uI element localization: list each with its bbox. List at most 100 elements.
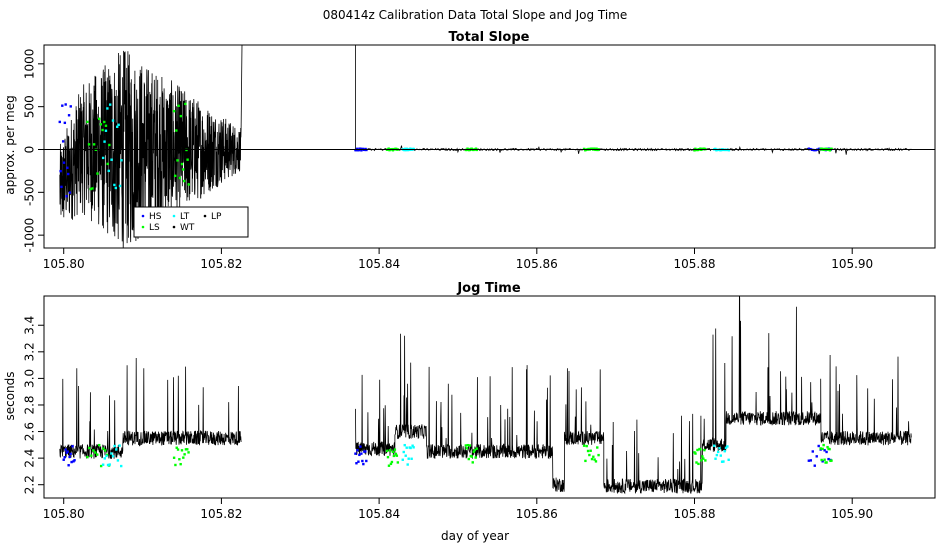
ls-point [466, 443, 470, 447]
lt-point [407, 457, 410, 460]
hs-point [64, 103, 67, 106]
hs-point [356, 449, 359, 452]
ls-point [176, 159, 179, 162]
lt-point [110, 452, 113, 455]
ls-point [176, 448, 180, 451]
total-slope-y-tick-label: 1000 [23, 49, 37, 80]
lt-point [101, 156, 105, 160]
ls-point [187, 451, 190, 454]
ls-point [96, 453, 99, 456]
lt-point [405, 446, 408, 449]
hs-point [814, 148, 817, 152]
lt-point [402, 450, 405, 454]
hs-point [58, 120, 61, 124]
lt-point [714, 457, 717, 460]
legend-label-hs: HS [149, 212, 162, 222]
jog-time-y-tick-label: 2.4 [23, 449, 37, 468]
ls-point [181, 168, 185, 171]
lt-point [727, 149, 731, 152]
jog-time-y-tick-label: 3.2 [23, 342, 37, 361]
lt-point [118, 184, 122, 188]
legend-label-wt: WT [180, 223, 195, 233]
total-slope-x-tick-label: 105.90 [831, 257, 873, 271]
wt-series-line [355, 296, 912, 495]
lt-point [111, 455, 115, 458]
hs-point [67, 114, 71, 117]
legend-label-lt: LT [180, 212, 190, 222]
hs-point [73, 459, 76, 462]
total-slope-x-tick-label: 105.80 [43, 257, 85, 271]
jog-time-y-tick-label: 2.2 [23, 475, 37, 494]
ls-point [390, 460, 394, 464]
hs-point [809, 459, 813, 462]
total-slope-x-tick-label: 105.82 [200, 257, 242, 271]
hs-point [70, 460, 73, 464]
lt-point [113, 183, 116, 187]
hs-point [61, 140, 65, 143]
ls-point [183, 453, 186, 456]
hs-point [66, 450, 69, 453]
ls-point [388, 449, 392, 452]
jog-time-title: Jog Time [456, 281, 520, 296]
lt-point [104, 129, 108, 132]
ls-point [87, 143, 91, 146]
jog-time-ylabel: seconds [3, 371, 17, 420]
hs-point [62, 458, 65, 461]
lt-point [404, 147, 407, 151]
hs-point [361, 459, 364, 463]
hs-point [358, 453, 361, 457]
ls-point [104, 124, 108, 127]
legend-marker-wt [172, 225, 176, 229]
ls-point [701, 455, 704, 458]
ls-point [582, 444, 586, 447]
ls-point [704, 459, 707, 462]
total-slope-y-tick-label: 0 [23, 146, 37, 154]
ls-point [94, 451, 97, 454]
hs-point [355, 462, 358, 465]
ls-point [186, 158, 189, 161]
jog-time-x-tick-label: 105.86 [516, 507, 558, 521]
lt-point [723, 450, 726, 453]
ls-point [699, 448, 702, 451]
ls-point [101, 447, 105, 450]
lt-point [116, 459, 120, 462]
lt-point [727, 458, 730, 461]
legend-marker-lp [203, 214, 207, 218]
lt-point [410, 457, 413, 460]
ls-point [700, 459, 703, 462]
ls-point [179, 462, 182, 466]
hs-point [69, 105, 72, 108]
jog-time-plot-frame [43, 295, 936, 499]
ls-point [471, 461, 474, 464]
lt-point [718, 447, 721, 450]
ls-point [473, 448, 476, 452]
lt-point [108, 103, 112, 106]
ls-point [474, 456, 477, 459]
jog-time-x-tick-label: 105.88 [674, 507, 716, 521]
ls-point [465, 447, 469, 450]
ls-point [91, 187, 94, 190]
lt-point [111, 119, 115, 122]
jog-time-y-tick-label: 2.6 [23, 422, 37, 441]
total-slope-axes: 105.80 105.82 105.84 105.86 105.88 105.90 -100… [23, 44, 936, 271]
ls-point [826, 445, 829, 449]
ls-point [393, 448, 397, 451]
ls-point [175, 446, 178, 449]
ls-point [470, 455, 473, 458]
lt-point [106, 463, 110, 467]
ls-point [592, 455, 595, 458]
lt-point [726, 445, 729, 448]
ls-point [103, 449, 107, 452]
ls-point [822, 443, 825, 447]
legend-marker-lt [172, 214, 176, 218]
ls-point [99, 123, 103, 126]
total-slope-y-tick-label: 500 [23, 95, 37, 118]
hs-point [817, 147, 821, 151]
hs-point [59, 169, 62, 173]
ls-point [694, 452, 697, 455]
hs-point [63, 121, 67, 125]
wt-series-line [355, 45, 912, 155]
ls-point [186, 448, 189, 451]
ls-point [595, 147, 598, 150]
